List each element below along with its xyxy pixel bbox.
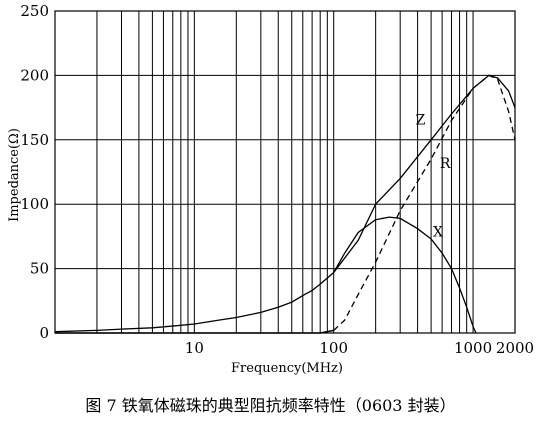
series-r-line bbox=[333, 74, 516, 331]
series-z-line bbox=[54, 74, 516, 333]
x-tick-label: 1000 bbox=[454, 339, 492, 357]
y-tick-label: 50 bbox=[30, 260, 49, 278]
x-tick-label: 10 bbox=[185, 339, 204, 357]
series-x-line bbox=[333, 216, 477, 334]
x-axis-label: Frequency(MHz) bbox=[231, 361, 343, 376]
x-tick-label: 2000 bbox=[496, 339, 534, 357]
x-tick-label: 100 bbox=[319, 339, 348, 357]
y-tick-label: 0 bbox=[39, 324, 49, 342]
series-z-label: Z bbox=[416, 112, 426, 128]
y-tick-label: 250 bbox=[20, 2, 49, 20]
y-tick-label: 100 bbox=[20, 195, 49, 213]
grid-lines bbox=[55, 10, 516, 334]
series-x-label: X bbox=[433, 224, 443, 240]
figure-caption: 图 7 铁氧体磁珠的典型阻抗频率特性（0603 封装） bbox=[85, 396, 456, 415]
series-r-label: R bbox=[440, 156, 451, 172]
series-r-baseline bbox=[55, 329, 334, 334]
y-tick-label: 200 bbox=[20, 66, 49, 84]
y-tick-label: 150 bbox=[20, 131, 49, 149]
y-axis-label: Impedance(Ω) bbox=[7, 128, 22, 222]
